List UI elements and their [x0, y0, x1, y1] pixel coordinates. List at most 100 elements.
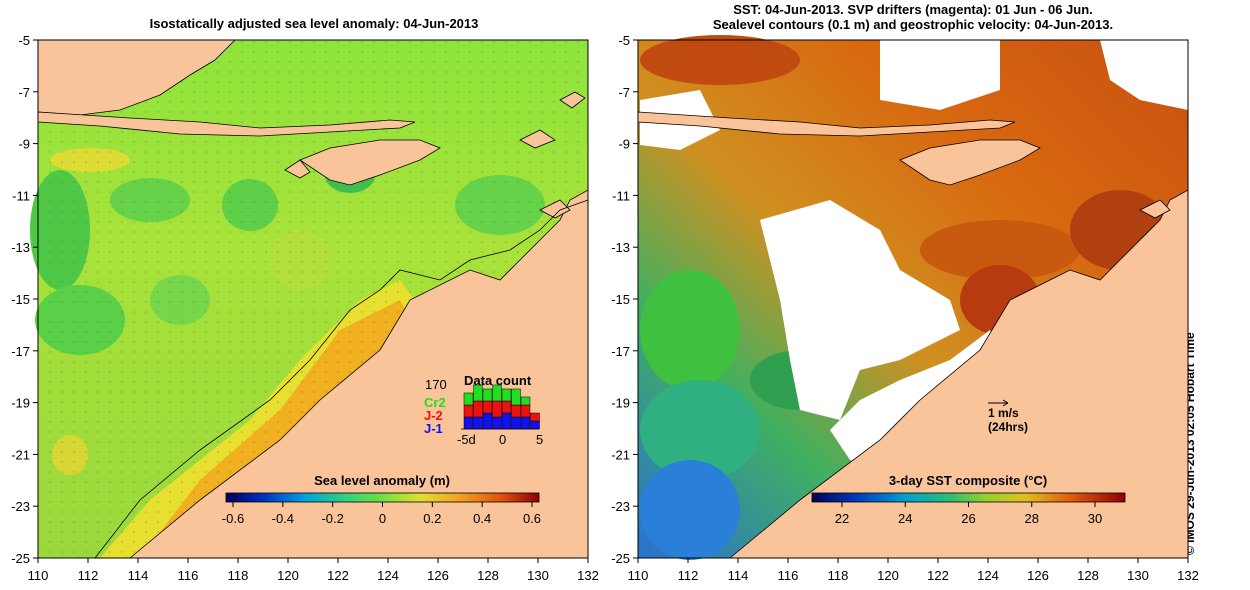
- data-count-bar-j1: [482, 412, 493, 430]
- data-count-bar-j2: [511, 404, 521, 418]
- data-count-bar-cr2: [482, 388, 493, 402]
- right-colorbar: 3-day SST composite (°C) 22 24 26 28 30: [811, 473, 1126, 526]
- data-count-total: 170: [425, 377, 447, 392]
- data-count-bar-j2: [473, 400, 483, 418]
- left-y-tick-label: -19: [11, 396, 30, 411]
- right-x-tick-label: 124: [977, 568, 999, 583]
- right-x-tick-label: 114: [728, 568, 749, 583]
- data-count-bar-cr2: [520, 396, 531, 406]
- data-count-axis-zero: 0: [499, 432, 506, 447]
- left-colorbar-tick-label: 0: [379, 511, 386, 526]
- left-y-tick-label: -23: [11, 499, 30, 514]
- right-x-tick-label: 112: [678, 568, 699, 583]
- right-x-tick-label: 116: [778, 568, 799, 583]
- right-x-tick-label: 118: [828, 568, 849, 583]
- right-x-tick-label: 126: [1027, 568, 1049, 583]
- data-count-bar-j2: [501, 400, 512, 414]
- data-count-bar-j2: [492, 400, 502, 418]
- left-map: [30, 39, 589, 559]
- left-x-tick-label: 116: [178, 568, 199, 583]
- data-count-bar-j2: [482, 400, 493, 414]
- right-y-tick-label: -17: [611, 344, 630, 359]
- left-y-tick-label: -7: [18, 85, 30, 100]
- data-count-cr2: Cr2: [424, 395, 446, 410]
- left-colorbar-tick-label: -0.4: [272, 511, 294, 526]
- left-x-tick-label: 112: [78, 568, 99, 583]
- axis-ticks: 110 112 114 116 118 120 122 124 126 128 130 132 -5 -7…: [11, 33, 1199, 583]
- data-count-bar-j1: [530, 420, 540, 430]
- data-count-bar-cr2: [492, 384, 502, 402]
- left-x-tick-label: 126: [427, 568, 449, 583]
- left-x-tick-label: 124: [377, 568, 399, 583]
- right-x-tick-label: 110: [628, 568, 649, 583]
- left-colorbar-tick-label: 0.6: [523, 511, 541, 526]
- data-count-bar-j1: [473, 416, 483, 430]
- right-y-tick-label: -9: [618, 137, 630, 152]
- right-colorbar-tick-label: 28: [1025, 511, 1039, 526]
- data-count-bar-j1: [501, 412, 512, 430]
- data-count-bar-j2: [463, 404, 474, 418]
- right-y-tick-label: -11: [612, 188, 630, 203]
- right-y-tick-label: -15: [611, 292, 630, 307]
- right-x-tick-label: 120: [877, 568, 899, 583]
- right-x-tick-label: 128: [1077, 568, 1099, 583]
- data-count-bar-cr2: [473, 384, 483, 402]
- left-land: [37, 39, 589, 559]
- left-colorbar-tick-label: -0.2: [321, 511, 343, 526]
- sst-patches: [640, 35, 1170, 560]
- data-count-bar-j1: [492, 416, 502, 430]
- right-colorbar-tick-label: 26: [961, 511, 975, 526]
- left-x-tick-label: 130: [527, 568, 549, 583]
- right-y-tick-label: -7: [618, 85, 630, 100]
- left-colorbar-tick-label: -0.6: [222, 511, 244, 526]
- data-count-title: Data count: [464, 373, 532, 388]
- left-x-tick-label: 118: [228, 568, 249, 583]
- left-colorbar: Sea level anomaly (m) -0.6 -0.4 -0.2 0 0.2 0.…: [222, 473, 541, 526]
- right-y-tick-label: -13: [611, 240, 630, 255]
- right-colorbar-tick-label: 30: [1088, 511, 1102, 526]
- data-count-axis-min: -5d: [457, 432, 476, 447]
- right-x-tick-label: 132: [1177, 568, 1199, 583]
- data-count-bar-cr2: [463, 392, 474, 406]
- right-map: 1 m/s (24hrs): [637, 35, 1189, 560]
- data-count-bar-cr2: [501, 388, 512, 402]
- left-y-tick-label: -15: [11, 292, 30, 307]
- left-y-tick-label: -11: [12, 188, 30, 203]
- left-x-tick-label: 132: [577, 568, 599, 583]
- data-count-bar-j2: [530, 412, 540, 422]
- left-y-tick-label: -25: [11, 551, 30, 566]
- left-colorbar-tick-label: 0.2: [423, 511, 441, 526]
- data-count-axis-max: 5: [536, 432, 543, 447]
- left-x-tick-label: 114: [128, 568, 149, 583]
- left-y-tick-label: -9: [18, 137, 30, 152]
- left-y-tick-label: -5: [18, 33, 30, 48]
- right-colorbar-label: 3-day SST composite (°C): [889, 473, 1047, 488]
- velocity-scale-label: 1 m/s: [988, 406, 1019, 420]
- right-y-tick-label: -5: [618, 33, 630, 48]
- left-y-tick-label: -17: [11, 344, 30, 359]
- right-colorbar-tick-label: 22: [835, 511, 849, 526]
- data-count-bar-j1: [511, 416, 521, 430]
- left-x-tick-label: 122: [327, 568, 349, 583]
- right-y-tick-label: -23: [611, 499, 630, 514]
- data-count-bars: [463, 384, 540, 430]
- left-x-tick-label: 120: [277, 568, 299, 583]
- right-y-tick-label: -19: [611, 396, 630, 411]
- left-x-tick-label: 110: [28, 568, 49, 583]
- left-y-tick-label: -21: [11, 447, 30, 462]
- right-map-title-line1: SST: 04-Jun-2013. SVP drifters (magenta)…: [733, 2, 1093, 17]
- left-colorbar-tick-label: 0.4: [473, 511, 491, 526]
- right-y-tick-label: -25: [611, 551, 630, 566]
- right-map-title-line2: Sealevel contours (0.1 m) and geostrophi…: [712, 17, 1114, 32]
- right-x-tick-label: 122: [927, 568, 949, 583]
- data-count-j2: J-2: [424, 408, 443, 423]
- data-count-bar-cr2: [511, 388, 521, 406]
- data-count-inset: 170 Data count Cr2 J-2 J-1 -5d 0 5: [424, 373, 543, 447]
- data-count-bar-j1: [520, 416, 531, 430]
- left-x-tick-label: 128: [477, 568, 499, 583]
- right-x-tick-label: 130: [1127, 568, 1149, 583]
- left-y-tick-label: -13: [11, 240, 30, 255]
- data-count-bar-j1: [463, 416, 474, 430]
- right-colorbar-tick-label: 24: [898, 511, 912, 526]
